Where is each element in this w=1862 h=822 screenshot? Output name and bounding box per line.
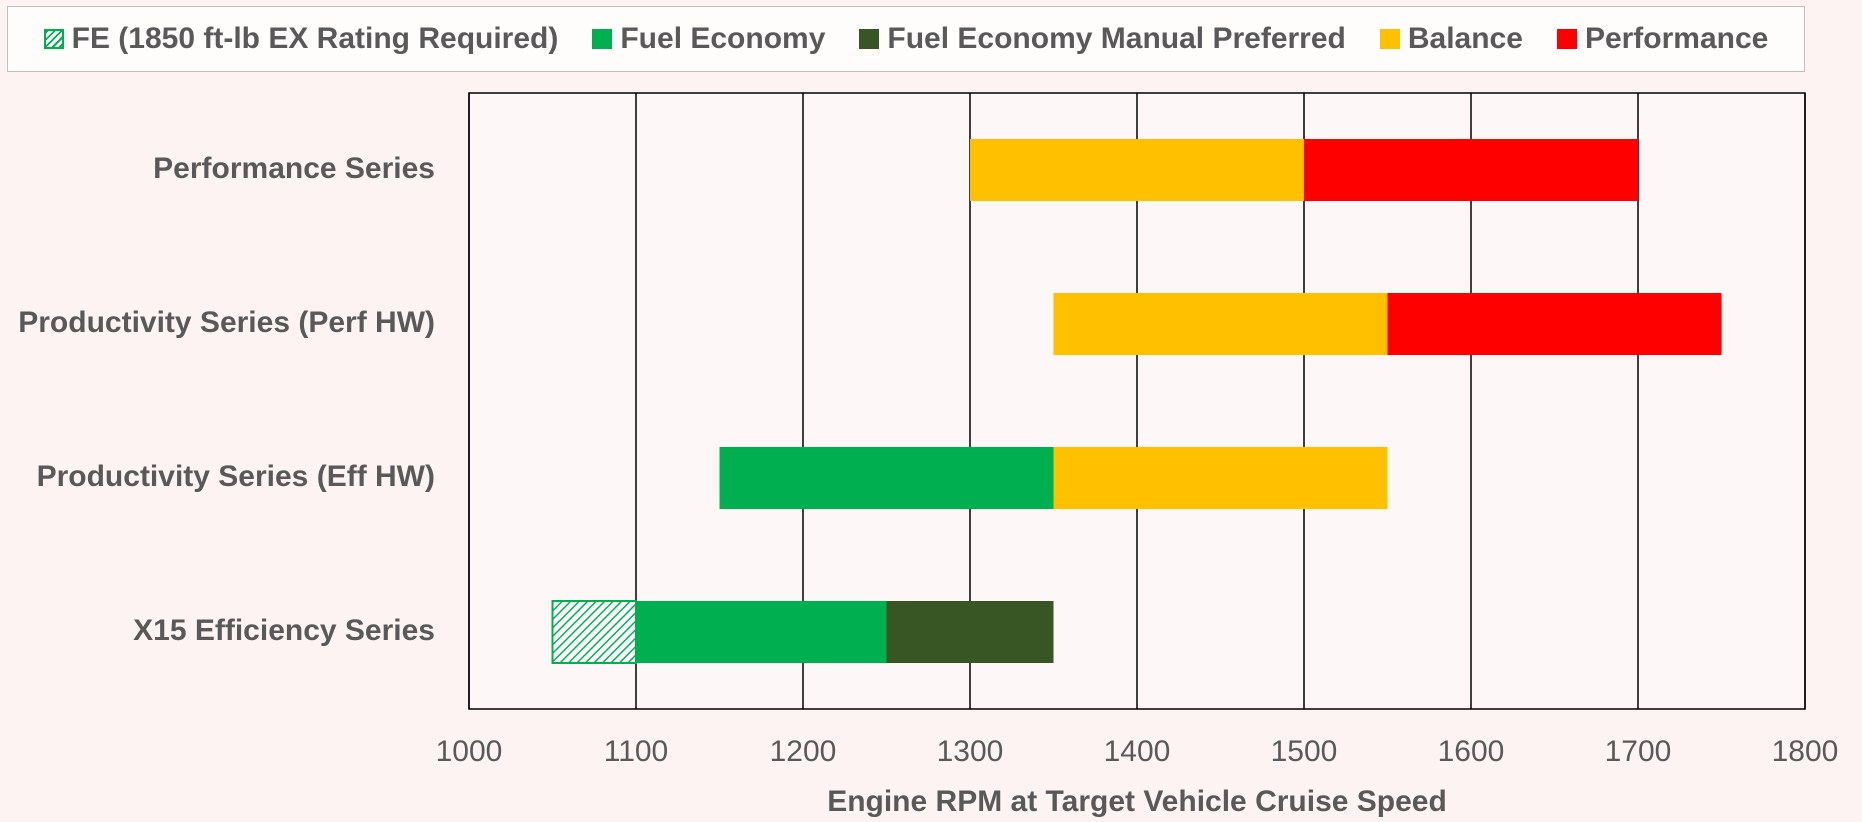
y-tick-label: X15 Efficiency Series [133,614,435,647]
y-tick-label: Productivity Series (Perf HW) [18,306,435,339]
x-tick-label: 1800 [1772,735,1839,768]
legend-item: Performance [1556,22,1769,56]
legend-swatch [592,29,613,49]
bar [719,447,1054,509]
x-axis-title: Engine RPM at Target Vehicle Cruise Spee… [827,785,1447,818]
legend: FE (1850 ft-lb EX Rating Required) Fuel E… [7,6,1805,72]
legend-swatch [859,29,880,49]
x-tick-label: 1000 [436,735,503,768]
legend-label: Fuel Economy Manual Preferred [887,22,1346,55]
bar [1304,139,1638,201]
bar [1053,447,1388,509]
bar [1053,293,1388,355]
bar [970,139,1304,201]
bar [551,600,637,664]
x-tick-label: 1600 [1438,735,1505,768]
x-tick-label: 1200 [770,735,837,768]
bar [1387,293,1722,355]
legend-label: Fuel Economy [620,22,826,55]
legend-item: Fuel Economy Manual Preferred [859,22,1346,56]
legend-label: Performance [1584,22,1769,55]
legend-item: FE (1850 ft-lb EX Rating Required) [43,22,559,56]
legend-label: Balance [1407,22,1523,55]
bar [636,601,887,663]
y-tick-label: Performance Series [153,152,435,185]
bar [886,601,1054,663]
x-tick-label: 1700 [1605,735,1672,768]
x-tick-label: 1500 [1271,735,1338,768]
legend-item: Balance [1379,22,1523,56]
legend-swatch [43,29,64,49]
x-tick-label: 1100 [604,735,669,768]
legend-swatch [1556,29,1577,49]
x-tick-label: 1400 [1104,735,1171,768]
legend-item: Fuel Economy [592,22,825,56]
y-tick-label: Productivity Series (Eff HW) [37,460,435,493]
plot-border [468,92,1806,710]
legend-swatch [1379,29,1400,49]
x-tick-label: 1300 [937,735,1004,768]
legend-label: FE (1850 ft-lb EX Rating Required) [71,22,559,55]
